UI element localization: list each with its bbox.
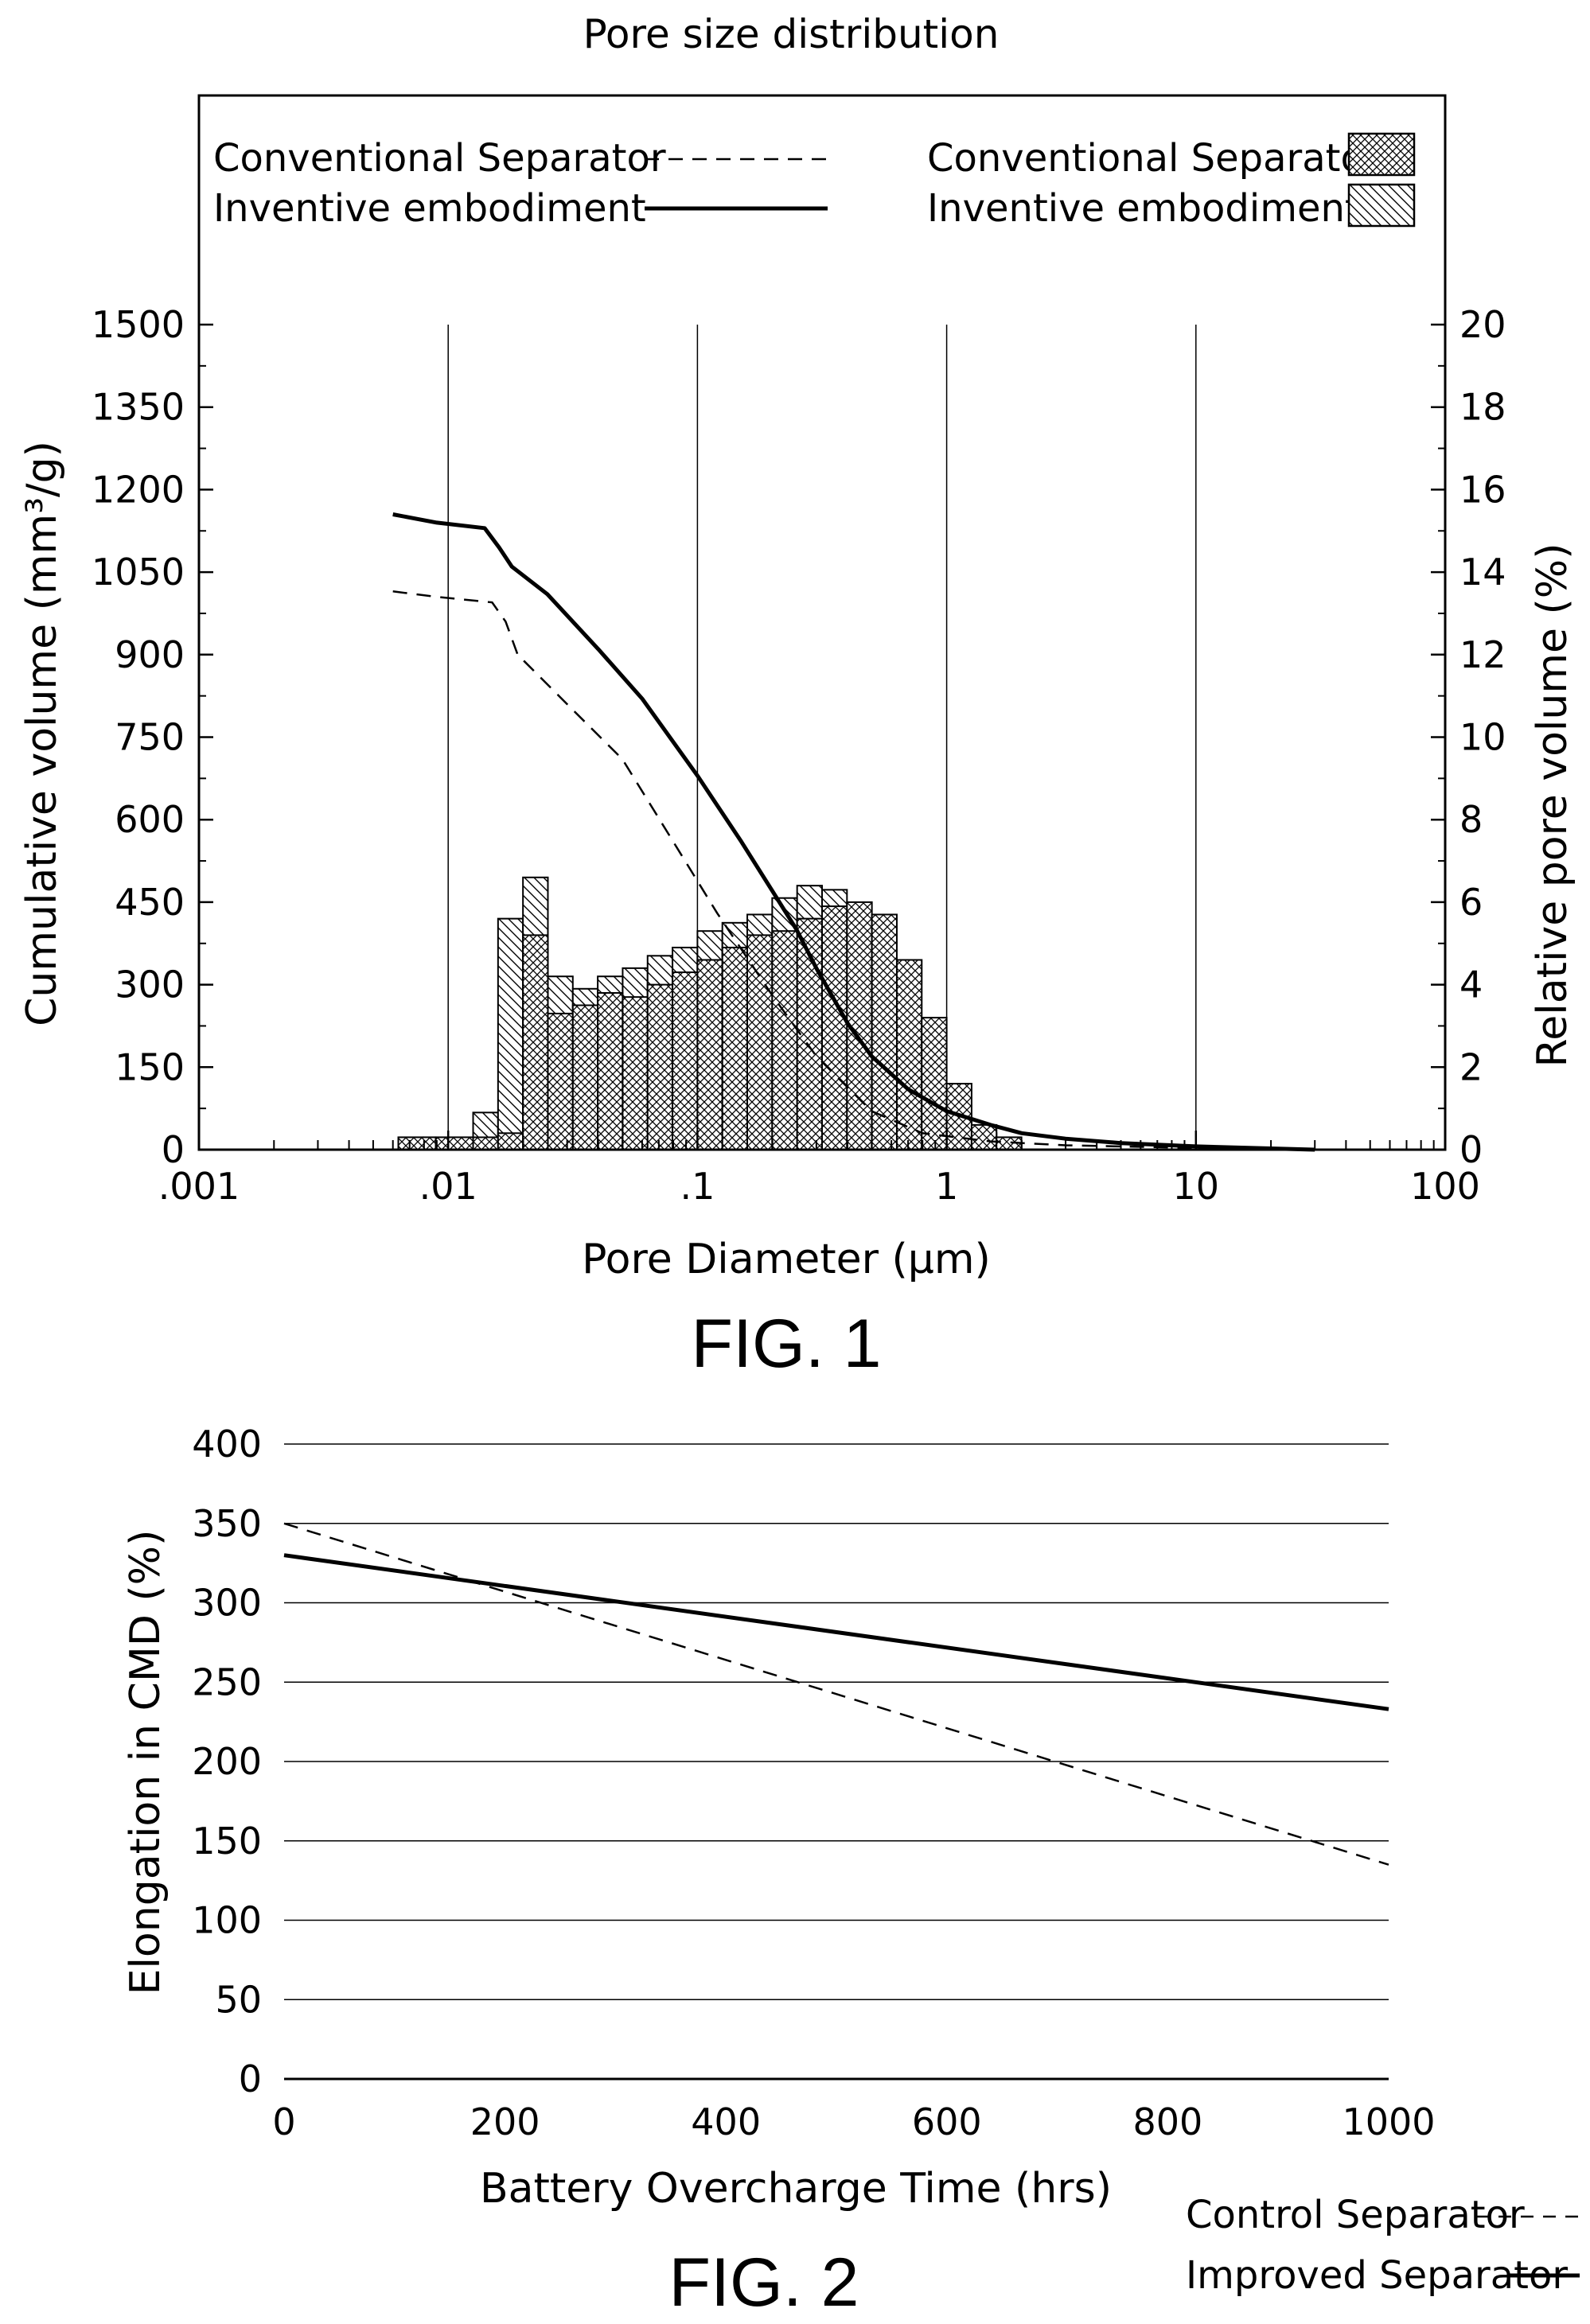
line-control-separator	[284, 1524, 1389, 1865]
fig1-label: FIG. 1	[692, 1306, 882, 1382]
x-tick-label: .01	[419, 1165, 477, 1208]
bar-conventional	[523, 935, 548, 1150]
legend-bar-conventional-label: Conventional Separator	[927, 136, 1380, 181]
bar-conventional	[723, 948, 747, 1150]
fig1-chart: Pore size distribution 01503004506007509…	[18, 11, 1576, 1382]
y-left-tick-label: 1200	[92, 468, 185, 511]
legend-bar-conventional-swatch	[1349, 134, 1414, 175]
bar-conventional	[697, 960, 722, 1150]
fig2-x-tick-label: 1000	[1342, 2100, 1435, 2143]
y-right-tick-label: 14	[1459, 551, 1506, 594]
fig2-axes: 0 50 100 150 200 250 300 350 400 0 200 400 600 800 100…	[192, 1423, 1435, 2143]
fig2-y-tick-label: 0	[239, 2057, 262, 2100]
y-left-tick-label: 150	[115, 1045, 185, 1088]
bar-conventional	[399, 1137, 436, 1150]
legend-control-label: Control Separator	[1186, 2193, 1525, 2237]
x-tick-label: 100	[1410, 1165, 1480, 1208]
y-right-tick-label: 10	[1459, 716, 1506, 759]
bar-conventional	[473, 1137, 498, 1150]
fig1-title: Pore size distribution	[583, 11, 1000, 57]
line-improved-separator	[284, 1555, 1389, 1710]
fig2-legend: Control Separator Improved Separator	[1186, 2193, 1580, 2298]
y-left-tick-label: 900	[115, 633, 185, 676]
y-left-tick-label: 300	[115, 963, 185, 1006]
bar-conventional	[922, 1018, 946, 1150]
y-right-tick-label: 2	[1459, 1045, 1483, 1088]
fig2-y-tick-label: 250	[192, 1660, 262, 1703]
fig2-lines	[284, 1524, 1389, 1865]
fig2-y-tick-label: 350	[192, 1502, 262, 1545]
legend-bar-inventive-swatch	[1349, 185, 1414, 226]
y-right-tick-label: 4	[1459, 963, 1483, 1006]
fig2-y-tick-label: 300	[192, 1582, 262, 1625]
bar-conventional	[747, 935, 772, 1150]
fig2-y-tick-label: 400	[192, 1423, 262, 1466]
y-right-tick-label: 16	[1459, 468, 1506, 511]
bar-conventional	[897, 960, 922, 1150]
fig2-label: FIG. 2	[669, 2244, 859, 2320]
legend-bar-inventive-label: Inventive embodiment	[927, 186, 1360, 231]
y-left-tick-label: 1350	[92, 386, 185, 429]
y-left-tick-label: 600	[115, 798, 185, 841]
x-tick-label: .001	[158, 1165, 240, 1208]
bar-conventional	[972, 1125, 996, 1150]
fig1-ylabel-right: Relative pore volume (%)	[1529, 543, 1576, 1068]
bar-conventional	[672, 972, 697, 1150]
bar-conventional	[622, 997, 647, 1150]
x-tick-label: 10	[1173, 1165, 1220, 1208]
fig2-x-tick-label: 600	[912, 2100, 982, 2143]
fig2-xlabel: Battery Overcharge Time (hrs)	[480, 2165, 1112, 2213]
bar-conventional	[436, 1137, 473, 1150]
y-left-tick-label: 750	[115, 716, 185, 759]
bar-conventional	[872, 914, 897, 1150]
y-right-tick-label: 6	[1459, 881, 1483, 924]
bar-conventional	[648, 985, 672, 1150]
bar-inventive	[498, 919, 523, 1150]
y-left-tick-label: 1050	[92, 551, 185, 594]
y-right-tick-label: 18	[1459, 386, 1506, 429]
bar-conventional	[772, 931, 797, 1150]
fig2-y-tick-label: 150	[192, 1820, 262, 1863]
fig2-x-tick-label: 0	[272, 2100, 295, 2143]
fig2-x-tick-label: 400	[691, 2100, 761, 2143]
fig2-y-tick-label: 100	[192, 1899, 262, 1942]
y-left-tick-label: 1500	[92, 303, 185, 346]
fig1-ylabel-left: Cumulative volume (mm³/g)	[18, 441, 66, 1026]
x-tick-label: 1	[935, 1165, 958, 1208]
y-right-tick-label: 20	[1459, 303, 1506, 346]
bar-conventional	[548, 1014, 572, 1150]
fig2-chart: 0 50 100 150 200 250 300 350 400 0 200 400 600 800 100…	[122, 1423, 1580, 2320]
fig2-y-tick-label: 50	[215, 1978, 262, 2021]
x-tick-label: .1	[680, 1165, 715, 1208]
fig2-y-tick-label: 200	[192, 1740, 262, 1783]
bar-conventional	[598, 993, 622, 1150]
bar-conventional	[498, 1133, 523, 1150]
legend-line-inventive-label: Inventive embodiment	[213, 186, 646, 231]
y-right-tick-label: 12	[1459, 633, 1506, 676]
bar-conventional	[573, 1006, 598, 1150]
fig1-legend: Conventional Separator Inventive embodim…	[213, 134, 1414, 231]
fig2-x-tick-label: 800	[1132, 2100, 1202, 2143]
fig2-grid	[284, 1444, 1389, 2079]
bar-conventional	[822, 906, 847, 1150]
y-left-tick-label: 450	[115, 881, 185, 924]
fig2-ylabel: Elongation in CMD (%)	[122, 1530, 170, 1995]
fig2-x-tick-label: 200	[470, 2100, 540, 2143]
y-right-tick-label: 8	[1459, 798, 1483, 841]
fig1-xlabel: Pore Diameter (μm)	[582, 1236, 991, 1283]
legend-line-conventional-label: Conventional Separator	[213, 136, 666, 181]
